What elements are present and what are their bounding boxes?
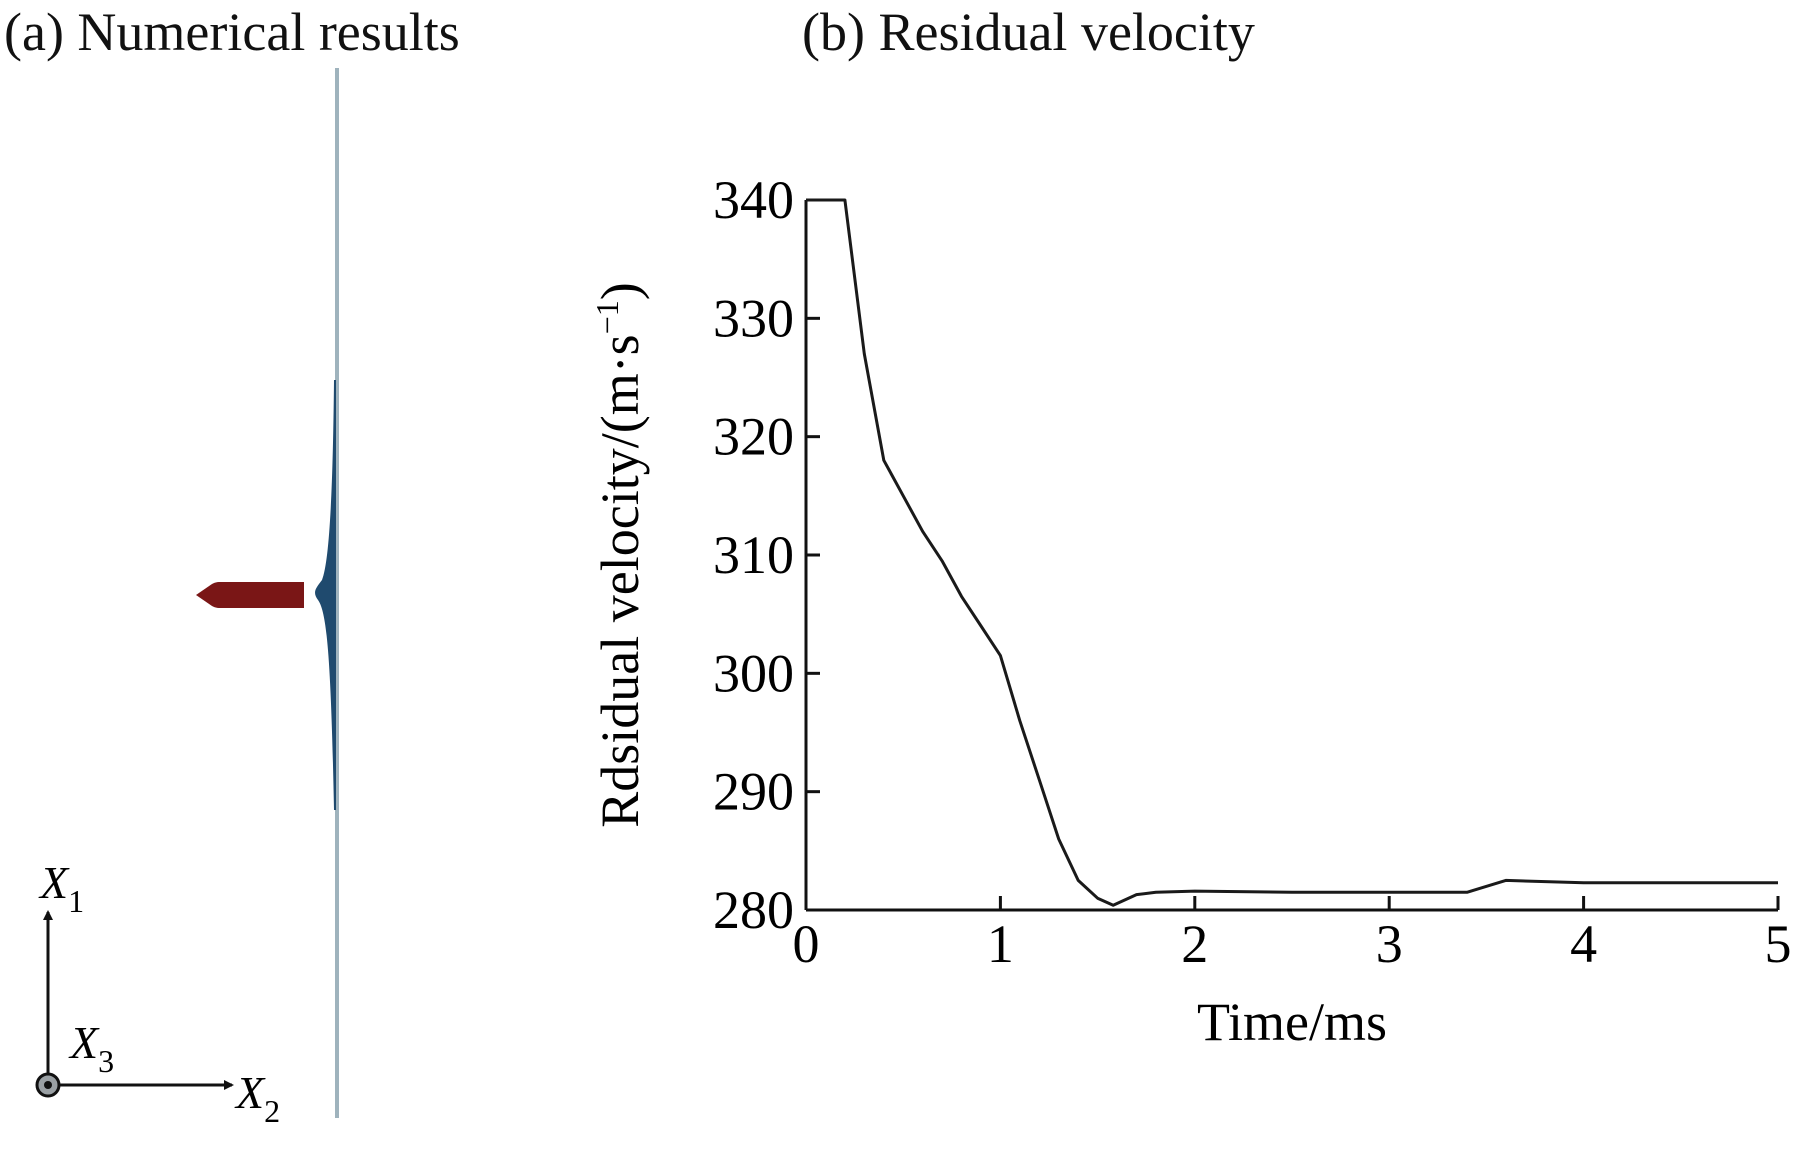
y-tick-label: 320 xyxy=(713,407,794,467)
panel-b-title: (b) Residual velocity xyxy=(802,2,1255,62)
velocity-chart: 0 1 2 3 4 5 280 290 300 310 320 330 340 Time/ms Rds… xyxy=(589,170,1792,1052)
x-tick-label: 4 xyxy=(1570,914,1597,974)
x1-axis-label: X1 xyxy=(38,857,84,919)
y-tick-label: 280 xyxy=(713,880,794,940)
x-tick-label: 5 xyxy=(1765,914,1792,974)
x-tick-label: 3 xyxy=(1376,914,1403,974)
x3-axis-label: X3 xyxy=(68,1017,114,1079)
x-tick-label: 2 xyxy=(1181,914,1208,974)
x2-axis-label: X2 xyxy=(234,1067,280,1129)
series-line xyxy=(806,198,1778,907)
panel-a-title: (a) Numerical results xyxy=(4,2,460,62)
y-tick-label: 290 xyxy=(713,762,794,822)
x-tick-label: 1 xyxy=(987,914,1014,974)
simulation-illustration xyxy=(196,68,339,1118)
target-plate xyxy=(335,68,339,1118)
plate-deformation xyxy=(315,380,336,810)
x-axis-title: Time/ms xyxy=(1197,992,1387,1052)
y-axis-title: Rdsidual velocity/(m·s−1) xyxy=(589,282,650,827)
y-tick-label: 340 xyxy=(713,170,794,230)
coordinate-axes: X1 X3 X2 xyxy=(35,857,280,1129)
y-tick-label: 300 xyxy=(713,643,794,703)
x-tick-label: 0 xyxy=(793,914,820,974)
x-axis-ticks: 0 1 2 3 4 5 xyxy=(793,896,1792,974)
projectile xyxy=(196,582,304,608)
x3-axis-dot xyxy=(44,1081,52,1089)
y-tick-label: 330 xyxy=(713,288,794,348)
y-axis-ticks: 280 290 300 310 320 330 340 xyxy=(713,170,820,940)
y-tick-label: 310 xyxy=(713,525,794,585)
